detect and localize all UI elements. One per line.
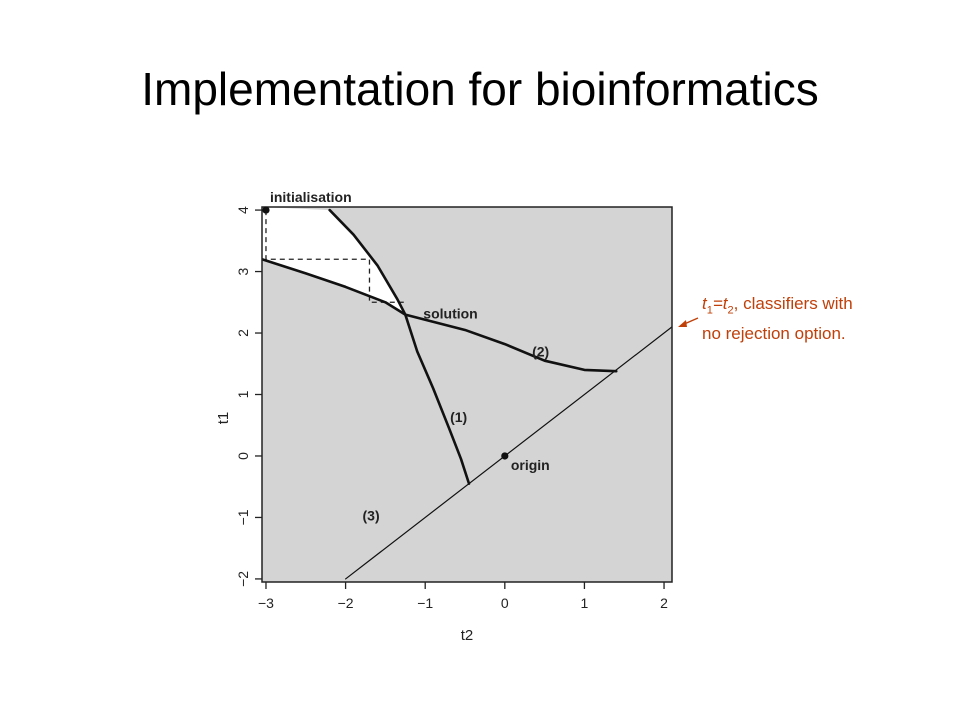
y-tick-label: 2 bbox=[235, 329, 251, 337]
annotation-line-1: t1=t2, classifiers with bbox=[702, 292, 942, 322]
annotation-text: t1=t2, classifiers with no rejection opt… bbox=[702, 292, 942, 346]
annotation-sub1: 1 bbox=[706, 304, 713, 317]
curve-2 bbox=[262, 257, 618, 373]
curve-2-label: (2) bbox=[532, 343, 549, 359]
initialisation-point bbox=[262, 206, 270, 214]
annotation-eq-t2: =t bbox=[712, 294, 728, 313]
curve-1 bbox=[328, 208, 471, 485]
initialisation-label: initialisation bbox=[270, 189, 352, 205]
x-tick-label: −2 bbox=[338, 595, 354, 611]
x-axis-label: t2 bbox=[461, 627, 474, 644]
annotation-sub2: 2 bbox=[727, 304, 734, 317]
y-axis-label: t1 bbox=[215, 412, 232, 425]
y-tick-label: −1 bbox=[235, 509, 251, 525]
annotation-line-2: no rejection option. bbox=[702, 324, 846, 344]
slide-title: Implementation for bioinformatics bbox=[141, 63, 819, 115]
solution-label: solution bbox=[423, 306, 477, 322]
annotation-rest: , classifiers with bbox=[733, 294, 853, 313]
curve-1-label: (1) bbox=[450, 409, 467, 425]
annotation-t1: t bbox=[702, 294, 707, 313]
y-tick-label: −2 bbox=[235, 571, 251, 587]
curve-3-label: (3) bbox=[363, 508, 380, 524]
x-tick-label: 0 bbox=[501, 595, 509, 611]
origin-label: origin bbox=[511, 457, 550, 473]
annotation-arrow bbox=[678, 317, 699, 327]
x-tick-label: 1 bbox=[581, 595, 589, 611]
y-tick-label: 1 bbox=[235, 390, 251, 398]
y-tick-label: 3 bbox=[235, 267, 251, 275]
x-tick-label: 2 bbox=[660, 595, 668, 611]
x-tick-label: −3 bbox=[258, 595, 274, 611]
x-tick-label: −1 bbox=[417, 595, 433, 611]
origin-point bbox=[501, 452, 509, 460]
initialisation-path bbox=[265, 210, 406, 303]
y-tick-label: 4 bbox=[235, 206, 251, 214]
curve-3 bbox=[344, 326, 672, 580]
y-tick-label: 0 bbox=[235, 452, 251, 460]
